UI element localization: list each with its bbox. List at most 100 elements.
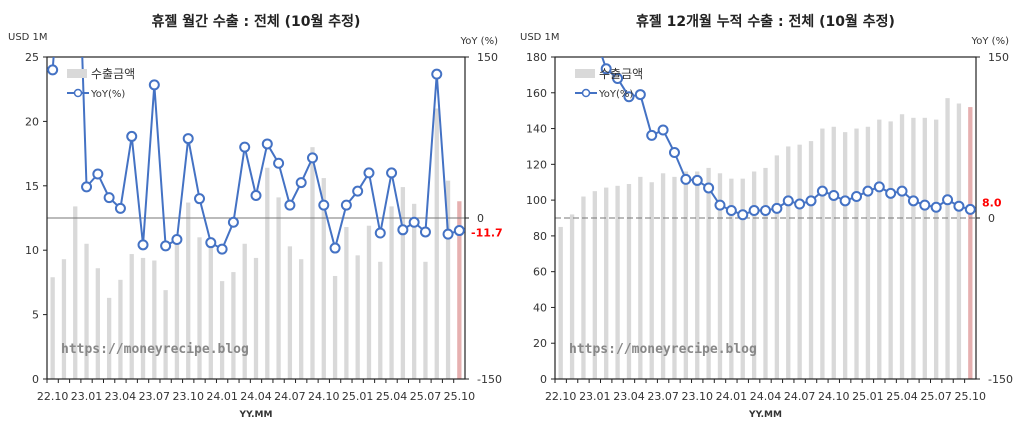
y-tick-label: 160 [526,87,547,100]
x-tick-label: 23.07 [139,390,171,403]
bar-25.01 [355,255,360,379]
yoy-point-25.10 [453,225,465,237]
y2-axis-unit: YoY (%) [460,36,499,47]
y-tick-label: 180 [526,51,547,64]
yoy-point-24.06 [782,195,794,207]
bar-23.01 [84,243,89,379]
y-tick-label: 120 [526,158,547,171]
x-tick-label: 25.10 [444,390,476,403]
yoy-point-22.12 [579,0,588,8]
y-tick-label: 60 [533,266,547,279]
yoy-point-24.11 [839,195,851,207]
bar-25.06 [922,117,927,380]
legend-line-marker [73,88,83,98]
bar-23.06 [140,257,146,379]
bar-25.03 [888,121,893,380]
yoy-point-24.09 [816,185,828,197]
monthly-export-chart: 휴젤 월간 수출 : 전체 (10월 추정) USD 1M YoY (%) 0 5 10 1… [8,13,503,420]
yoy-point-24.02 [227,216,239,228]
yoy-point-24.06 [273,157,285,169]
yoy-point-25.06 [408,216,420,228]
yoy-point-24.05 [771,202,783,214]
bar-23.02 [95,268,100,379]
yoy-last-label: 8.0 [982,196,1002,209]
bar-24.04 [763,167,768,379]
x-tick-label: 25.01 [852,390,884,403]
yoy-point-24.07 [794,198,806,210]
bar-24.02 [740,178,745,379]
bar-25.09 [956,103,962,379]
yoy-point-24.01 [216,243,228,255]
x-tick-label: 24.10 [308,390,340,403]
bar-24.10 [831,126,836,380]
bar-22.11 [61,259,67,379]
bar-24.03 [242,243,247,379]
x-tick-label: 25.07 [410,390,442,403]
legend-bar-label: 수출금액 [599,67,643,81]
y-tick-label: 20 [533,337,547,350]
bar-24.10 [321,178,326,379]
yoy-line [51,57,460,252]
x-tick-label: 23.01 [71,390,103,403]
x-tick-label: 23.10 [172,390,204,403]
y-tick-label: 15 [25,180,39,193]
legend-line-marker [581,88,591,98]
yoy-point-25.01 [352,185,364,197]
bar-23.03 [615,185,620,379]
bar-24.02 [231,272,236,379]
x-axis-label: YY.MM [239,410,273,420]
bar-24.09 [820,128,825,379]
yoy-point-24.12 [851,191,863,203]
yoy-point-23.10 [691,174,703,186]
y-axis-unit: USD 1M [520,32,560,43]
yoy-point-23.09 [171,233,183,245]
y-axis-unit: USD 1M [8,32,48,43]
yoy-last-label: -11.7 [471,227,503,240]
bar-23.02 [604,187,609,379]
bar-23.06 [649,182,654,379]
bar-25.04 [899,114,905,379]
yoy-point-22.10 [47,64,59,76]
chart-title: 휴젤 12개월 누적 수출 : 전체 (10월 추정) [636,13,895,30]
legend-bar-label: 수출금액 [91,67,135,81]
bar-22.11 [569,214,575,379]
bar-25.02 [877,119,882,379]
bar-23.10 [186,202,191,379]
yoy-point-24.04 [760,204,771,216]
bar-24.07 [287,246,293,379]
bar-25.07 [423,261,428,379]
yoy-point-23.03 [612,72,624,84]
yoy-point-23.07 [657,124,669,136]
x-tick-label: 24.10 [818,390,850,403]
yoy-point-25.08 [431,68,443,80]
y-tick-label: 140 [526,123,547,136]
bar-24.06 [276,197,281,379]
y-tick-label: 0 [32,373,39,386]
bar-22.10 [558,226,563,379]
watermark: https://moneyrecipe.blog [61,342,249,357]
bar-24.04 [253,257,259,379]
bar-24.01 [729,178,734,379]
yoy-point-25.04 [386,167,398,179]
x-tick-label: 24.01 [716,390,748,403]
yoy-point-23.12 [205,237,217,249]
bar-24.11 [332,275,338,379]
yoy-point-25.05 [907,195,919,207]
y-tick-label: 5 [32,309,39,322]
yoy-point-23.09 [680,173,692,185]
yoy-point-23.01 [81,181,93,193]
yoy-point-25.08 [942,194,954,206]
yoy-point-23.06 [646,129,658,141]
bar-24.12 [344,227,349,379]
bar-23.10 [695,171,700,379]
bar-23.09 [174,237,180,379]
bar-23.11 [706,167,711,379]
yoy-point-24.10 [318,199,330,211]
legend-line-label: YoY(%) [90,89,125,100]
x-tick-label: 23.04 [105,390,137,403]
y2-tick-label: 150 [477,51,498,64]
bar-25.10 [457,201,462,379]
yoy-point-23.10 [182,133,194,145]
yoy-point-25.10 [964,203,976,215]
x-tick-label: 24.07 [784,390,816,403]
